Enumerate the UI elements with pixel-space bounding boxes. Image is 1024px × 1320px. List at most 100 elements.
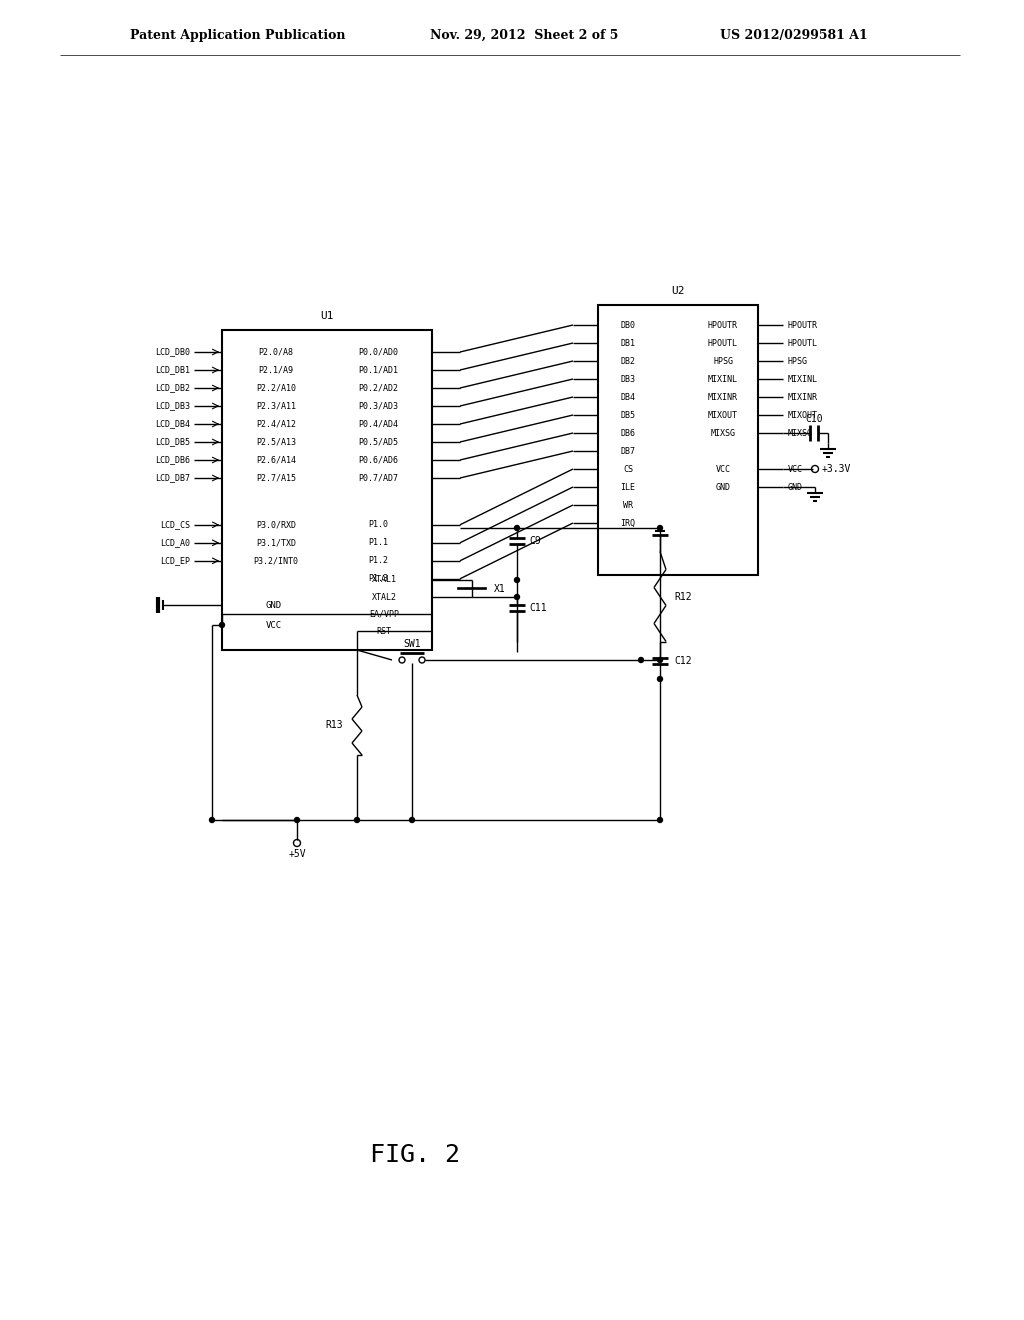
Circle shape	[657, 676, 663, 681]
Text: FIG. 2: FIG. 2	[370, 1143, 460, 1167]
Text: EA/VPP: EA/VPP	[369, 610, 399, 619]
Text: P0.6/AD6: P0.6/AD6	[358, 455, 398, 465]
Circle shape	[354, 817, 359, 822]
Text: DB5: DB5	[621, 411, 636, 420]
Text: VCC: VCC	[788, 465, 803, 474]
Text: P3.1/TXD: P3.1/TXD	[256, 539, 296, 548]
Circle shape	[514, 525, 519, 531]
Text: MIXINR: MIXINR	[788, 392, 818, 401]
Text: LCD_DB1: LCD_DB1	[155, 366, 190, 375]
Text: P2.7/A15: P2.7/A15	[256, 474, 296, 483]
Text: Nov. 29, 2012  Sheet 2 of 5: Nov. 29, 2012 Sheet 2 of 5	[430, 29, 618, 41]
Text: DB0: DB0	[621, 321, 636, 330]
Bar	[222, 330, 432, 649]
Text: HPOUTL: HPOUTL	[708, 338, 738, 347]
Text: P2.1/A9: P2.1/A9	[258, 366, 294, 375]
Text: U2: U2	[672, 286, 685, 296]
Text: R12: R12	[674, 591, 691, 602]
Text: P2.6/A14: P2.6/A14	[256, 455, 296, 465]
Text: R13: R13	[326, 719, 343, 730]
Text: C9: C9	[529, 536, 541, 546]
Circle shape	[210, 817, 214, 822]
Text: LCD_DB0: LCD_DB0	[155, 347, 190, 356]
Text: LCD_DB2: LCD_DB2	[155, 384, 190, 392]
Text: VCC: VCC	[716, 465, 730, 474]
Text: HPSG: HPSG	[713, 356, 733, 366]
Circle shape	[410, 817, 415, 822]
Text: GND: GND	[266, 601, 282, 610]
Text: MIXINL: MIXINL	[708, 375, 738, 384]
Circle shape	[295, 817, 299, 822]
Circle shape	[657, 525, 663, 531]
Text: HPSG: HPSG	[788, 356, 808, 366]
Text: LCD_A0: LCD_A0	[160, 539, 190, 548]
Text: CS: CS	[623, 465, 633, 474]
Text: P2.2/A10: P2.2/A10	[256, 384, 296, 392]
Text: P2.3/A11: P2.3/A11	[256, 401, 296, 411]
Text: LCD_DB3: LCD_DB3	[155, 401, 190, 411]
Text: P3.2/INT0: P3.2/INT0	[254, 556, 299, 565]
Text: P2.0/A8: P2.0/A8	[258, 347, 294, 356]
Text: IRQ: IRQ	[621, 519, 636, 528]
Text: DB6: DB6	[621, 429, 636, 437]
Text: LCD_DB6: LCD_DB6	[155, 455, 190, 465]
Text: DB7: DB7	[621, 446, 636, 455]
Text: P1.0: P1.0	[368, 520, 388, 529]
Text: MIXSG: MIXSG	[711, 429, 735, 437]
Text: +5V: +5V	[288, 849, 306, 859]
Text: RST: RST	[377, 627, 391, 635]
Text: P3.0/RXD: P3.0/RXD	[256, 520, 296, 529]
Text: XTAL2: XTAL2	[372, 593, 396, 602]
Circle shape	[639, 657, 643, 663]
Text: P0.2/AD2: P0.2/AD2	[358, 384, 398, 392]
Text: LCD_DB5: LCD_DB5	[155, 437, 190, 446]
Bar	[598, 305, 758, 576]
Text: GND: GND	[788, 483, 803, 491]
Text: P0.5/AD5: P0.5/AD5	[358, 437, 398, 446]
Text: C11: C11	[529, 603, 547, 612]
Text: P0.4/AD4: P0.4/AD4	[358, 420, 398, 429]
Text: X1: X1	[494, 583, 506, 594]
Text: GND: GND	[716, 483, 730, 491]
Text: Patent Application Publication: Patent Application Publication	[130, 29, 345, 41]
Text: P1.3: P1.3	[368, 574, 388, 583]
Text: SW1: SW1	[403, 639, 421, 649]
Circle shape	[219, 623, 224, 627]
Text: P2.5/A13: P2.5/A13	[256, 437, 296, 446]
Text: HPOUTR: HPOUTR	[788, 321, 818, 330]
Text: P0.3/AD3: P0.3/AD3	[358, 401, 398, 411]
Text: MIXOUT: MIXOUT	[788, 411, 818, 420]
Text: +3.3V: +3.3V	[822, 465, 851, 474]
Text: P0.0/AD0: P0.0/AD0	[358, 347, 398, 356]
Text: P0.1/AD1: P0.1/AD1	[358, 366, 398, 375]
Text: U1: U1	[321, 312, 334, 321]
Text: MIXOUT: MIXOUT	[708, 411, 738, 420]
Text: DB4: DB4	[621, 392, 636, 401]
Text: LCD_EP: LCD_EP	[160, 556, 190, 565]
Text: DB2: DB2	[621, 356, 636, 366]
Text: DB3: DB3	[621, 375, 636, 384]
Circle shape	[657, 657, 663, 663]
Text: LCD_DB4: LCD_DB4	[155, 420, 190, 429]
Text: LCD_DB7: LCD_DB7	[155, 474, 190, 483]
Text: WR: WR	[623, 500, 633, 510]
Text: P1.2: P1.2	[368, 556, 388, 565]
Text: US 2012/0299581 A1: US 2012/0299581 A1	[720, 29, 867, 41]
Text: C10: C10	[805, 414, 823, 424]
Text: MIXINR: MIXINR	[708, 392, 738, 401]
Circle shape	[514, 594, 519, 599]
Text: P0.7/AD7: P0.7/AD7	[358, 474, 398, 483]
Text: HPOUTR: HPOUTR	[708, 321, 738, 330]
Text: HPOUTL: HPOUTL	[788, 338, 818, 347]
Text: MIXSG: MIXSG	[788, 429, 813, 437]
Circle shape	[514, 578, 519, 582]
Text: LCD_CS: LCD_CS	[160, 520, 190, 529]
Text: DB1: DB1	[621, 338, 636, 347]
Text: ILE: ILE	[621, 483, 636, 491]
Text: VCC: VCC	[266, 620, 282, 630]
Text: P1.1: P1.1	[368, 539, 388, 548]
Text: P2.4/A12: P2.4/A12	[256, 420, 296, 429]
Text: C12: C12	[674, 656, 691, 667]
Text: MIXINL: MIXINL	[788, 375, 818, 384]
Circle shape	[657, 817, 663, 822]
